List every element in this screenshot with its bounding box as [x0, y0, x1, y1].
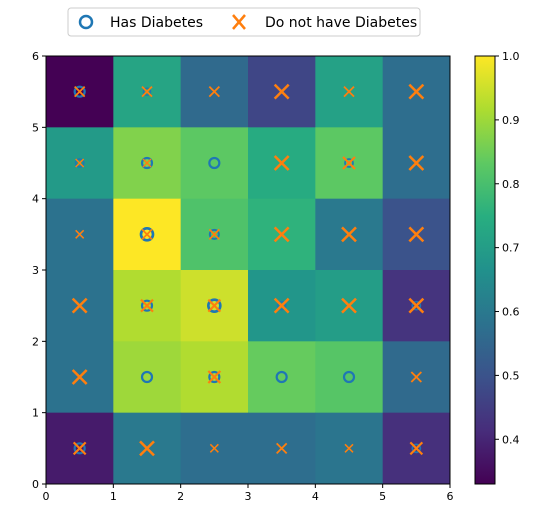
no-diabetes-point — [273, 297, 290, 314]
has-diabetes-point — [276, 300, 287, 311]
y-tick-label: 3 — [32, 264, 39, 277]
x-tick-label: 1 — [110, 490, 117, 503]
has-diabetes-point — [76, 231, 83, 238]
y-tick-label: 2 — [32, 335, 39, 348]
no-diabetes-point — [75, 158, 85, 168]
no-diabetes-point — [273, 83, 290, 100]
no-diabetes-point — [408, 83, 425, 100]
colorbar-tick-label: 0.7 — [502, 242, 520, 255]
has-diabetes-markers — [73, 85, 422, 455]
no-diabetes-point — [207, 298, 222, 313]
x-marker-icon — [232, 14, 246, 30]
has-diabetes-point — [411, 443, 422, 454]
no-diabetes-point — [139, 440, 155, 457]
no-diabetes-point — [409, 441, 424, 456]
heatmap-cell — [248, 341, 316, 414]
y-tick-label: 5 — [32, 121, 39, 134]
has-diabetes-point — [208, 228, 220, 240]
colorbar-tick-label: 1.0 — [502, 50, 520, 63]
legend-box — [67, 7, 421, 37]
has-diabetes-point — [411, 300, 422, 311]
colorbar-tick-label: 0.8 — [502, 178, 520, 191]
has-diabetes-point — [74, 158, 85, 168]
y-tick-label: 6 — [32, 50, 39, 63]
x-tick-label: 6 — [447, 490, 454, 503]
y-tick-label: 1 — [32, 407, 39, 420]
axes: 0 1 2 3 4 5 6 0 1 2 3 4 5 6 — [32, 50, 454, 503]
legend-label-no-diabetes: Do not have Diabetes — [265, 15, 417, 31]
has-diabetes-point — [275, 370, 288, 384]
circle-marker-icon — [78, 14, 94, 30]
no-diabetes-point — [71, 297, 88, 314]
has-diabetes-point — [344, 158, 354, 168]
heatmap-cell — [315, 341, 384, 414]
legend-label-has-diabetes: Has Diabetes — [110, 15, 203, 31]
colorbar-tick-label: 0.4 — [502, 433, 520, 446]
has-diabetes-point — [73, 85, 86, 98]
no-diabetes-point — [273, 155, 290, 171]
legend-item-no-diabetes: Do not have Diabetes — [232, 14, 417, 31]
legend-item-has-diabetes: Has Diabetes — [78, 14, 203, 31]
has-diabetes-point — [142, 87, 152, 96]
x-tick-label: 4 — [312, 490, 319, 503]
no-diabetes-point — [408, 297, 425, 314]
no-diabetes-point — [208, 228, 220, 240]
has-diabetes-point — [140, 156, 154, 170]
no-diabetes-point — [341, 226, 357, 243]
no-diabetes-point — [141, 228, 153, 240]
no-diabetes-point — [276, 442, 288, 454]
colorbar: 0.4 0.5 0.6 0.7 0.8 0.9 1.0 — [474, 50, 520, 485]
has-diabetes-point — [208, 370, 221, 384]
has-diabetes-point — [73, 442, 86, 455]
y-tick-label: 4 — [32, 193, 39, 206]
no-diabetes-point — [141, 86, 153, 98]
heatmap-cells — [46, 56, 451, 485]
no-diabetes-point — [342, 156, 356, 170]
colorbar-gradient — [474, 55, 496, 485]
no-diabetes-markers — [71, 83, 425, 457]
no-diabetes-point — [75, 229, 85, 239]
no-diabetes-point — [408, 155, 425, 171]
x-tick-label: 5 — [379, 490, 386, 503]
colorbar-tick-label: 0.5 — [502, 369, 520, 382]
no-diabetes-point — [142, 158, 152, 168]
has-diabetes-point — [208, 156, 221, 170]
has-diabetes-point — [342, 370, 356, 384]
no-diabetes-point — [343, 86, 355, 98]
x-tick-label: 3 — [245, 490, 252, 503]
no-diabetes-point — [74, 86, 86, 98]
no-diabetes-point — [72, 441, 87, 456]
x-tick-label: 2 — [177, 490, 184, 503]
has-diabetes-point — [140, 370, 154, 384]
no-diabetes-point — [207, 370, 222, 384]
no-diabetes-point — [140, 298, 154, 313]
no-diabetes-point — [410, 371, 422, 383]
has-diabetes-point — [140, 299, 154, 312]
colorbar-tick-label: 0.9 — [502, 114, 520, 127]
x-tick-label: 0 — [43, 490, 50, 503]
no-diabetes-point — [344, 443, 354, 453]
legend: Has Diabetes Do not have Diabetes — [67, 7, 421, 37]
has-diabetes-point — [207, 298, 222, 313]
heatmap-cell — [113, 341, 182, 414]
colorbar-tick-label: 0.6 — [502, 306, 520, 319]
no-diabetes-point — [341, 297, 357, 314]
heatmap-cell — [180, 127, 249, 200]
no-diabetes-point — [273, 226, 290, 243]
y-tick-label: 0 — [32, 478, 39, 491]
no-diabetes-point — [209, 443, 219, 453]
no-diabetes-point — [408, 226, 425, 243]
no-diabetes-point — [208, 86, 220, 98]
no-diabetes-point — [71, 369, 88, 385]
has-diabetes-point — [139, 227, 155, 242]
